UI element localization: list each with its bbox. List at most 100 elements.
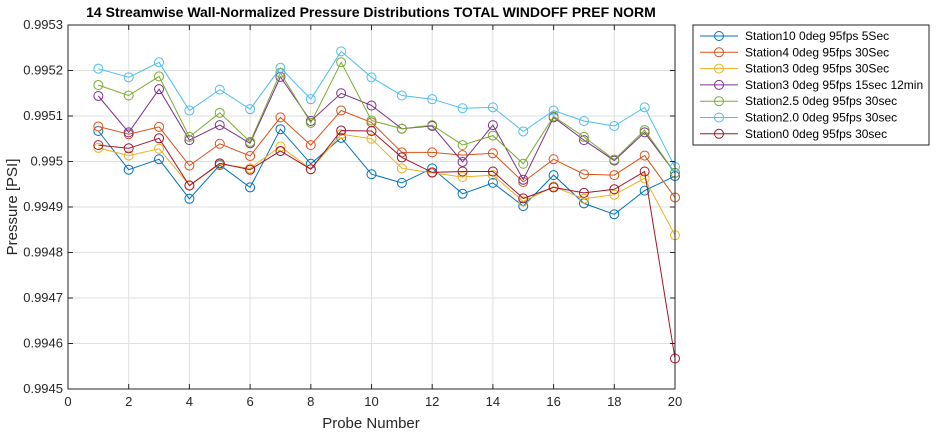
data-point <box>366 133 377 144</box>
data-point <box>93 121 104 132</box>
data-point <box>154 57 165 68</box>
series-line <box>98 50 676 168</box>
legend-marker <box>714 31 724 41</box>
legend-label: Station2.0 0deg 95fps 30sec <box>745 111 897 125</box>
data-point <box>457 140 468 151</box>
data-point <box>518 158 529 169</box>
data-point <box>427 120 438 131</box>
data-point <box>578 187 589 198</box>
legend-label: Station4 0deg 95fps 30Sec <box>745 45 889 59</box>
legend-marker <box>714 79 724 90</box>
data-point <box>214 158 225 169</box>
data-point <box>396 123 407 134</box>
legend-marker <box>714 47 724 58</box>
data-point <box>609 189 620 200</box>
data-point <box>305 94 316 105</box>
data-point <box>123 72 134 83</box>
data-point <box>609 170 620 181</box>
y-tick-label: 0.9948 <box>23 245 63 260</box>
data-point <box>245 151 256 162</box>
y-tick-label: 0.9952 <box>23 63 63 78</box>
series-line <box>97 128 676 215</box>
data-point <box>184 180 195 191</box>
data-point <box>214 107 225 118</box>
data-point <box>336 132 347 143</box>
tick-group: 0 2 4 6 8 10 12 14 16 18 20 0.9945 0.9946 0.9947 0.994… <box>23 17 682 409</box>
data-point <box>518 174 529 185</box>
legend-item: Station0 0deg 95fps 30sec <box>700 127 887 141</box>
legend: Station10 0deg 95fps 5Sec Station4 0deg 9… <box>692 24 930 146</box>
data-point <box>245 182 256 193</box>
data-point <box>245 164 256 175</box>
data-point <box>123 90 134 101</box>
data-point <box>518 126 529 137</box>
data-point <box>336 88 347 99</box>
legend-item: Station4 0deg 95fps 30Sec <box>700 45 889 59</box>
x-tick-label: 20 <box>668 394 682 409</box>
y-tick-label: 0.9945 <box>23 381 63 396</box>
data-point <box>93 140 104 151</box>
legend-item: Station3 0deg 95fps 15sec 12min <box>700 78 923 92</box>
data-point <box>487 102 498 113</box>
x-tick-label: 4 <box>186 394 193 409</box>
x-tick-label: 8 <box>307 394 314 409</box>
data-point <box>609 154 620 165</box>
x-tick-label: 0 <box>64 394 71 409</box>
legend-label: Station3 0deg 95fps 15sec 12min <box>745 78 923 92</box>
data-point <box>487 130 498 141</box>
data-point <box>245 104 256 115</box>
x-tick-label: 12 <box>425 394 439 409</box>
x-tick-label: 14 <box>486 394 500 409</box>
x-tick-label: 10 <box>364 394 378 409</box>
data-point <box>609 209 620 220</box>
data-point <box>639 150 650 161</box>
data-point <box>93 63 104 74</box>
y-axis-label: Pressure [PSI] <box>4 159 21 256</box>
data-point <box>366 126 377 137</box>
data-point <box>578 169 589 180</box>
data-point <box>214 84 225 95</box>
data-point <box>184 135 195 146</box>
legend-marker <box>714 63 724 74</box>
legend-item: Station2.5 0deg 95fps 30sec <box>700 94 897 108</box>
x-tick-label: 2 <box>125 394 132 409</box>
x-axis-label: Probe Number <box>322 415 420 432</box>
data-point <box>427 94 438 105</box>
legend-marker <box>714 128 724 139</box>
data-point <box>457 156 468 167</box>
data-point <box>548 170 559 181</box>
data-point <box>639 185 650 196</box>
legend-label: Station10 0deg 95fps 5Sec <box>745 29 889 43</box>
data-point <box>336 57 347 68</box>
data-point <box>427 167 438 178</box>
series-line <box>98 61 676 174</box>
data-point <box>184 105 195 116</box>
series-line <box>98 109 676 198</box>
data-point <box>214 138 225 149</box>
data-point <box>396 163 407 174</box>
data-point <box>427 147 438 158</box>
data-point <box>275 124 286 135</box>
data-point <box>609 121 620 132</box>
legend-item: Station3 0deg 95fps 30Sec <box>700 62 889 76</box>
legend-label: Station2.5 0deg 95fps 30sec <box>745 94 897 108</box>
data-point <box>93 90 104 101</box>
data-point <box>487 166 498 177</box>
data-point <box>548 154 559 165</box>
data-point <box>245 136 256 147</box>
data-point <box>305 164 316 175</box>
data-point <box>487 177 498 188</box>
data-point <box>275 62 286 73</box>
data-point <box>639 127 650 138</box>
data-point <box>366 169 377 180</box>
data-point <box>154 121 165 132</box>
data-point <box>457 166 468 177</box>
data-point <box>123 143 134 154</box>
y-tick-label: 0.9946 <box>23 336 63 351</box>
data-point <box>154 71 165 82</box>
data-point <box>548 111 559 122</box>
data-point <box>396 90 407 101</box>
data-point <box>639 125 650 136</box>
series-group <box>93 46 680 364</box>
